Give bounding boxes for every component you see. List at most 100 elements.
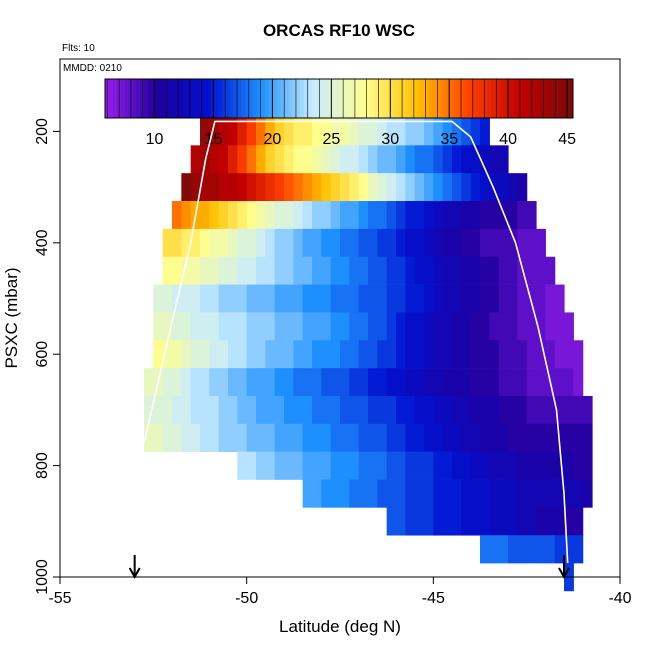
heatmap-cell [228, 117, 238, 146]
colorbar-tick-label: 40 [499, 131, 517, 148]
heatmap-cell [293, 423, 304, 452]
heatmap-cell [228, 312, 238, 341]
y-axis: 200 400 600 800 1000 [34, 118, 60, 595]
heatmap-cell [386, 368, 397, 397]
heatmap-cell [424, 228, 434, 258]
heatmap-cell [368, 173, 378, 202]
heatmap-cell [536, 423, 546, 452]
heatmap-cell [442, 479, 453, 508]
heatmap-cell [190, 368, 201, 397]
heatmap-cell [405, 395, 416, 425]
heatmap-cell [424, 117, 434, 146]
colorbar-segment [253, 79, 258, 118]
heatmap-cell [377, 423, 388, 452]
colorbar-segment [179, 79, 184, 118]
heatmap-cell [340, 368, 350, 397]
heatmap-cell [274, 173, 285, 202]
colorbar-segment [479, 79, 484, 118]
heatmap-cell [330, 145, 341, 174]
heatmap-cell [564, 423, 574, 452]
colorbar-segment [108, 79, 114, 118]
heatmap-cell [452, 507, 462, 536]
heatmap-cell [246, 173, 257, 202]
heatmap-cell [424, 368, 434, 397]
heatmap-cell [564, 535, 574, 564]
heatmap-cell [536, 228, 546, 258]
heatmap-cell [377, 479, 388, 508]
heatmap-cell [368, 451, 378, 480]
heatmap-cell [508, 340, 518, 369]
heatmap-cell [274, 201, 285, 230]
heatmap-cell [554, 535, 565, 564]
x-tick-label: -55 [48, 590, 71, 607]
heatmap-cell [321, 173, 332, 202]
heatmap-cell [461, 284, 472, 313]
heatmap-cell [545, 312, 556, 341]
colorbar-segment [190, 79, 196, 118]
heatmap-cell [433, 395, 444, 425]
heatmap-cell [200, 228, 210, 258]
heatmap-cell [442, 451, 453, 480]
colorbar-segment [292, 79, 297, 118]
heatmap-cell [517, 312, 528, 341]
x-tick-label: -50 [235, 590, 258, 607]
heatmap-cell [265, 312, 276, 341]
heatmap-cell [480, 173, 490, 202]
heatmap-cell [452, 173, 462, 202]
colorbar-segment [225, 79, 231, 118]
heatmap-cell [508, 479, 518, 508]
heatmap-cell [256, 228, 266, 258]
heatmap-cell [330, 340, 341, 369]
heatmap-cell [246, 145, 257, 174]
heatmap-cell [265, 228, 276, 258]
heatmap-cell [162, 423, 173, 452]
heatmap-cell [470, 312, 481, 341]
heatmap-cell [330, 284, 341, 313]
heatmap-cell [302, 256, 313, 285]
heatmap-cell [237, 368, 248, 397]
heatmap-cell [545, 256, 556, 285]
heatmap-cell [209, 284, 220, 313]
heatmap-cell [368, 256, 378, 285]
colorbar-segment [319, 79, 324, 118]
heatmap-cell [396, 201, 406, 230]
x-tick-label: -45 [422, 590, 445, 607]
heatmap-cell [321, 479, 332, 508]
heatmap-cell [368, 312, 378, 341]
heatmap-cell [246, 256, 257, 285]
heatmap-cell [377, 117, 388, 146]
heatmap-cell [405, 423, 416, 452]
heatmap-cell [396, 312, 406, 341]
heatmap-cell [517, 340, 528, 369]
heatmap-cell [312, 368, 322, 397]
heatmap-cell [237, 228, 248, 258]
colorbar-segment [463, 79, 469, 118]
heatmap-cell [508, 535, 518, 564]
heatmap-cell [396, 507, 406, 536]
heatmap-cell [302, 117, 313, 146]
heatmap-cell [405, 312, 416, 341]
heatmap-cell [405, 145, 416, 174]
colorbar-segment [249, 79, 254, 118]
heatmap-cell [498, 423, 509, 452]
heatmap-cell [312, 117, 322, 146]
heatmap-cell [377, 451, 388, 480]
heatmap-cell [200, 173, 210, 202]
heatmap-cell [321, 117, 332, 146]
heatmap-cell [564, 340, 574, 369]
heatmap-cell [368, 395, 378, 425]
colorbar-segment [132, 79, 137, 118]
heatmap-cell [377, 256, 388, 285]
heatmap-cell [340, 451, 350, 480]
heatmap-cell [274, 145, 285, 174]
heatmap-cell [209, 312, 220, 341]
y-tick-label: 400 [34, 229, 51, 256]
heatmap-cell [564, 507, 574, 536]
heatmap-cell [424, 312, 434, 341]
heatmap-cell [246, 312, 257, 341]
heatmap-cell [200, 256, 210, 285]
heatmap-cell [377, 340, 388, 369]
heatmap-cell [144, 423, 154, 452]
heatmap-cell [246, 117, 257, 146]
heatmap-cell [358, 228, 369, 258]
